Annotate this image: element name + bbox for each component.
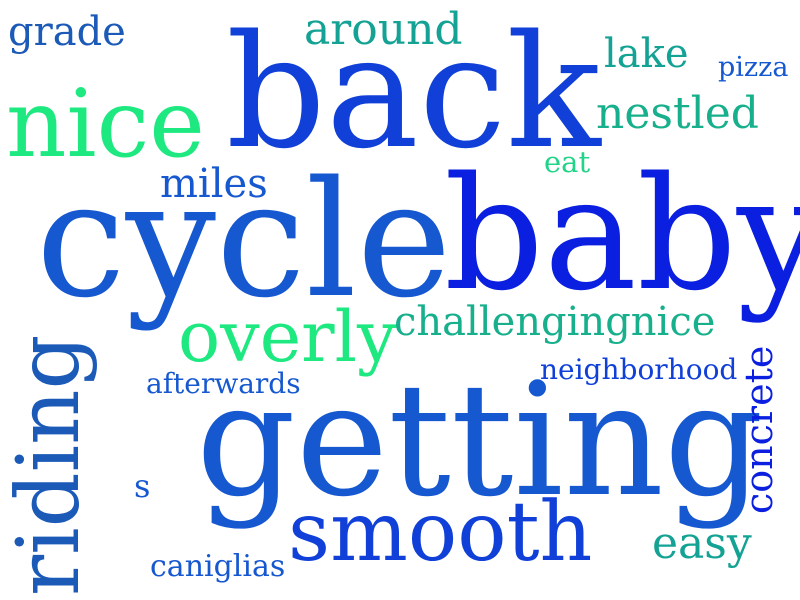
word-miles: miles: [160, 161, 268, 207]
word-back: back: [226, 1, 601, 183]
word-lake: lake: [604, 31, 689, 77]
word-nestled: nestled: [596, 88, 759, 139]
word-afterwards: afterwards: [146, 367, 301, 400]
word-challengingnice: challengingnice: [394, 299, 716, 345]
word-around: around: [304, 4, 463, 55]
word-concrete: concrete: [737, 345, 781, 514]
word-neighborhood: neighborhood: [540, 353, 738, 386]
word-s: s: [134, 467, 151, 505]
word-easy: easy: [652, 518, 752, 569]
word-cycle: cycle: [36, 146, 452, 333]
word-getting: getting: [196, 349, 764, 531]
word-nice: nice: [6, 70, 205, 179]
word-riding: riding: [0, 334, 99, 596]
word-caniglias: caniglias: [150, 549, 286, 584]
word-baby: baby: [444, 143, 800, 325]
word-pizza: pizza: [718, 52, 789, 83]
word-smooth: smooth: [288, 485, 593, 580]
word-eat: eat: [544, 145, 591, 179]
word-overly: overly: [178, 296, 397, 378]
word-grade: grade: [8, 9, 126, 55]
